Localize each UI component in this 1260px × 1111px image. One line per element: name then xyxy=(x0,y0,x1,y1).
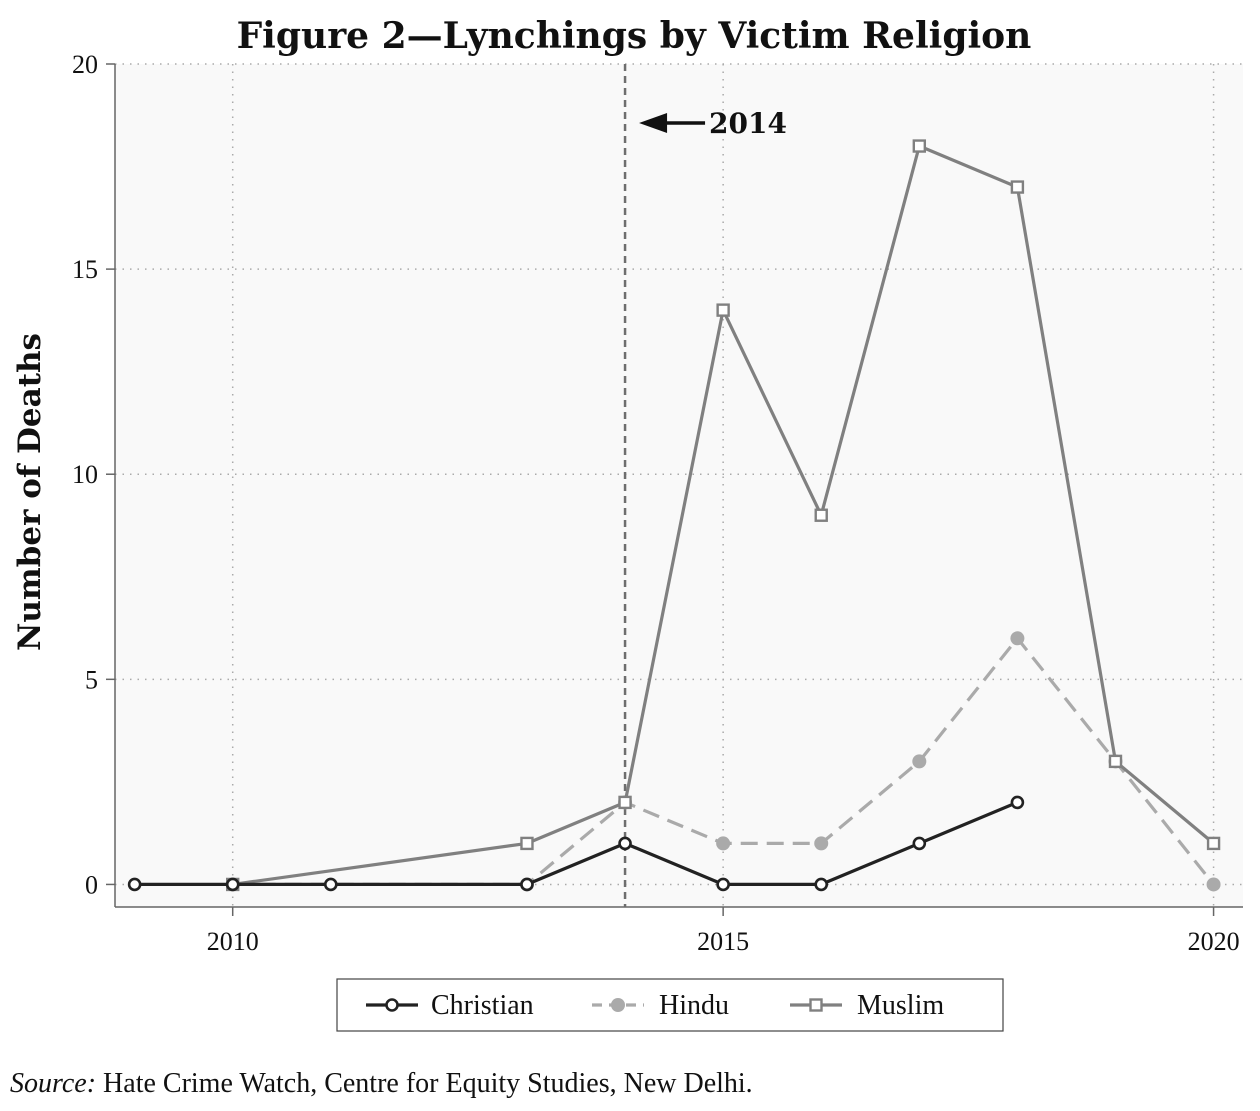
series-christian xyxy=(127,795,1025,892)
data-point-muslim xyxy=(618,795,632,810)
legend-label-christian: Christian xyxy=(431,990,534,1021)
x-tick-label: 2020 xyxy=(1188,927,1240,956)
legend: Christian Hindu Muslim xyxy=(336,978,1004,1032)
data-point-muslim xyxy=(814,508,828,522)
data-point-muslim xyxy=(1108,754,1123,769)
source-prefix: Source: xyxy=(10,1068,97,1099)
legend-label-muslim: Muslim xyxy=(857,990,944,1021)
legend-marker-hindu xyxy=(611,998,625,1012)
data-point-muslim xyxy=(716,303,730,317)
legend-marker-muslim xyxy=(809,998,823,1012)
data-point-christian xyxy=(323,877,338,892)
series-muslim xyxy=(226,139,1221,892)
data-point-christian xyxy=(912,836,927,851)
data-point-hindu xyxy=(814,836,829,851)
data-point-christian xyxy=(1010,795,1025,810)
data-point-hindu xyxy=(1206,877,1221,892)
x-tick-label: 2010 xyxy=(207,927,259,956)
legend-marker-christian xyxy=(385,998,399,1012)
y-tick-label: 15 xyxy=(72,255,98,284)
annotation-label: 2014 xyxy=(709,107,787,140)
x-tick-label: 2015 xyxy=(697,927,749,956)
data-point-christian xyxy=(716,877,730,892)
series xyxy=(127,139,1221,892)
data-point-christian xyxy=(814,877,829,892)
annotation: 2014 xyxy=(623,64,787,907)
data-point-muslim xyxy=(912,139,927,153)
data-point-christian xyxy=(618,836,632,851)
data-point-muslim xyxy=(1206,836,1221,851)
axes: 0 5 10 15 20 2010 2015 2020 xyxy=(72,50,1243,956)
data-point-hindu xyxy=(912,754,927,769)
plot-area xyxy=(115,64,1243,907)
data-point-christian xyxy=(225,877,240,892)
data-point-muslim xyxy=(1010,180,1025,194)
data-point-christian xyxy=(520,877,534,892)
data-point-christian xyxy=(127,877,142,892)
annotation-arrow-head xyxy=(639,113,668,133)
y-axis-label: Number of Deaths xyxy=(12,333,48,651)
data-point-muslim xyxy=(520,836,534,851)
y-tick-label: 10 xyxy=(72,460,98,489)
data-point-hindu xyxy=(1010,631,1025,646)
source-note: Source: Hate Crime Watch, Centre for Equ… xyxy=(10,1068,753,1100)
legend-label-hindu: Hindu xyxy=(659,990,729,1021)
legend-box xyxy=(336,978,1004,1032)
y-tick-label: 5 xyxy=(85,665,98,694)
y-tick-label: 20 xyxy=(72,50,98,79)
source-text: Hate Crime Watch, Centre for Equity Stud… xyxy=(96,1068,753,1099)
data-point-hindu xyxy=(716,836,731,851)
chart-title: Figure 2—Lynchings by Victim Religion xyxy=(237,15,1032,57)
y-tick-label: 0 xyxy=(85,870,98,899)
